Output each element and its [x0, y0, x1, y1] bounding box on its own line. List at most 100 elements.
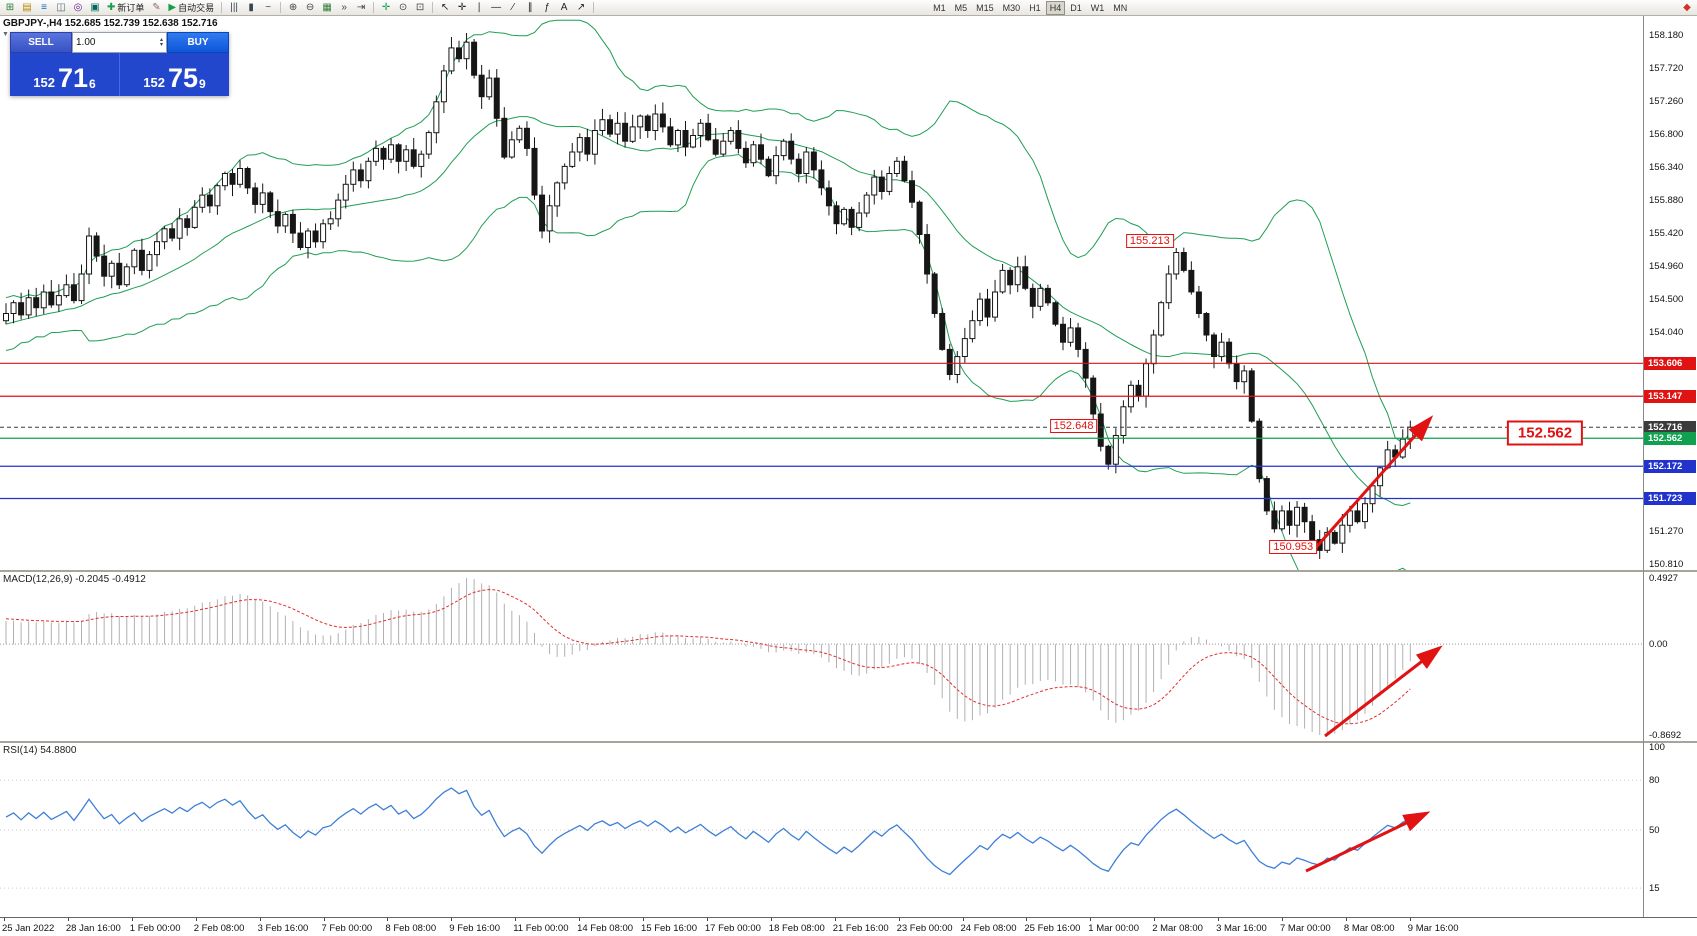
bar-chart-icon: |||: [230, 1, 239, 13]
timeframe-m1[interactable]: M1: [929, 1, 950, 15]
line-chart-icon: ~: [265, 1, 272, 13]
toolbar-separator: [221, 2, 223, 13]
time-axis-tick: [323, 918, 325, 921]
time-axis-label: 1 Mar 00:00: [1088, 923, 1139, 934]
metaeditor-icon[interactable]: ✎: [148, 1, 164, 15]
tile-windows-icon[interactable]: ▦: [319, 1, 335, 15]
candlestick-chart-icon[interactable]: ▮: [243, 1, 259, 15]
time-axis-label: 24 Feb 08:00: [960, 923, 1017, 934]
timeframe-h4[interactable]: H4: [1045, 0, 1066, 15]
price-level-tag: 152.716: [1644, 420, 1696, 434]
time-axis-label: 14 Feb 08:00: [577, 923, 634, 934]
price-tick-label: 158.180: [1649, 30, 1684, 41]
text-label-icon[interactable]: A: [556, 1, 572, 15]
channel-icon[interactable]: ∥: [522, 1, 538, 15]
time-axis-tick: [259, 918, 261, 921]
one-click-trading-panel: SELL 1.00 ▴ ▾ BUY 152 71 6 152 75 9: [10, 32, 229, 96]
navigator-icon[interactable]: ◎: [70, 1, 86, 15]
time-axis-tick: [579, 918, 581, 921]
time-axis-tick: [515, 918, 517, 921]
navigator-icon: ◎: [73, 1, 83, 13]
time-axis-tick: [770, 918, 772, 921]
crosshair-icon[interactable]: ✛: [454, 1, 470, 15]
volume-stepper[interactable]: ▴ ▾: [159, 36, 163, 48]
time-axis-label: 11 Feb 00:00: [513, 923, 569, 934]
time-axis-tick: [1154, 918, 1156, 921]
time-axis-label: 3 Feb 16:00: [257, 923, 309, 934]
channel-icon: ∥: [527, 1, 533, 13]
templates-icon[interactable]: ⊡: [412, 1, 428, 15]
time-axis-tick: [834, 918, 836, 921]
time-axis-label: 25 Jan 2022: [2, 923, 55, 934]
terminal-icon[interactable]: ▣: [87, 1, 103, 15]
zoom-in-icon[interactable]: ⊕: [285, 1, 301, 15]
price-level-tag: 153.606: [1644, 356, 1696, 370]
time-axis-label: 8 Feb 08:00: [385, 923, 437, 934]
fibonacci-icon[interactable]: ƒ: [539, 1, 555, 15]
indicators-icon[interactable]: ✛: [378, 1, 394, 15]
price-scale[interactable]: 158.180 157.720 157.260 156.800 156.340 155.8…: [1643, 0, 1697, 936]
timeframe-m15[interactable]: M15: [972, 1, 998, 15]
time-axis-tick: [67, 918, 69, 921]
price-tick-label: 157.260: [1649, 96, 1684, 108]
chart-shift-icon: ⇥: [356, 1, 366, 13]
horizontal-line-icon[interactable]: ―: [488, 1, 504, 15]
zoom-in-icon: ⊕: [288, 1, 298, 13]
price-tick-label: -0.8692: [1649, 730, 1682, 741]
time-axis-label: 2 Mar 08:00: [1152, 923, 1203, 934]
timeframe-d1[interactable]: D1: [1066, 1, 1086, 15]
new-order-button[interactable]: ✚ 新订单: [104, 1, 147, 15]
time-axis-label: 2 Feb 08:00: [193, 923, 245, 934]
new-order-button: ✚: [107, 1, 116, 13]
cursor-icon[interactable]: ↖: [437, 1, 453, 15]
auto-scroll-icon[interactable]: »: [336, 1, 352, 15]
tile-windows-icon: ▦: [322, 1, 332, 13]
price-scale-border: [1643, 16, 1644, 917]
cursor-icon: ↖: [440, 1, 450, 13]
profiles-icon[interactable]: ▤: [19, 1, 35, 15]
zoom-out-icon[interactable]: ⊖: [302, 1, 318, 15]
volume-input[interactable]: 1.00 ▴ ▾: [72, 32, 167, 53]
vertical-line-icon: ∣: [476, 1, 482, 13]
buy-price[interactable]: 152 75 9: [120, 53, 229, 96]
chart-shift-icon[interactable]: ⇥: [353, 1, 369, 15]
line-chart-icon[interactable]: ~: [260, 1, 276, 15]
new-order-button-label: 新订单: [117, 3, 145, 13]
panel-splitter[interactable]: [0, 570, 1697, 572]
sell-button[interactable]: SELL: [10, 32, 72, 53]
periods-icon[interactable]: ⊙: [395, 1, 411, 15]
vertical-line-icon[interactable]: ∣: [471, 1, 487, 15]
time-axis-tick: [962, 918, 964, 921]
time-axis-label: 25 Feb 16:00: [1024, 923, 1081, 934]
timeframe-w1[interactable]: W1: [1087, 1, 1109, 15]
toolbar-separator: [432, 2, 434, 13]
price-tick-label: 50: [1649, 825, 1660, 836]
new-chart-icon[interactable]: ⊞: [2, 1, 18, 15]
data-window-icon[interactable]: ◫: [53, 1, 69, 15]
arrows-tool-icon[interactable]: ↗: [573, 1, 589, 15]
price-tick-label: 15: [1649, 883, 1660, 895]
timeframe-m30[interactable]: M30: [999, 1, 1025, 15]
autotrading-button-label: 自动交易: [178, 3, 215, 13]
panel-splitter[interactable]: [0, 741, 1697, 743]
price-tick-label: 80: [1649, 775, 1660, 787]
timeframe-h1[interactable]: H1: [1025, 1, 1045, 15]
time-axis-tick: [1218, 918, 1220, 921]
timeframe-mn[interactable]: MN: [1109, 1, 1131, 15]
volume-value: 1.00: [76, 37, 96, 48]
time-axis[interactable]: 25 Jan 2022 28 Jan 16:00 1 Feb 00:00 2 Feb …: [0, 917, 1697, 936]
time-axis-tick: [898, 918, 900, 921]
sell-price[interactable]: 152 71 6: [10, 53, 120, 96]
trendline-icon: ∕: [512, 1, 514, 13]
community-icon[interactable]: ◆: [1679, 1, 1695, 15]
autotrading-button[interactable]: ▶ 自动交易: [165, 1, 217, 15]
one-click-collapse-arrow[interactable]: ▼: [2, 31, 9, 38]
bar-chart-icon[interactable]: |||: [226, 1, 242, 15]
market-watch-icon[interactable]: ≡: [36, 1, 52, 15]
fibonacci-icon: ƒ: [544, 1, 550, 13]
buy-button[interactable]: BUY: [167, 32, 229, 53]
timeframe-m5[interactable]: M5: [951, 1, 972, 15]
trendline-icon[interactable]: ∕: [505, 1, 521, 15]
